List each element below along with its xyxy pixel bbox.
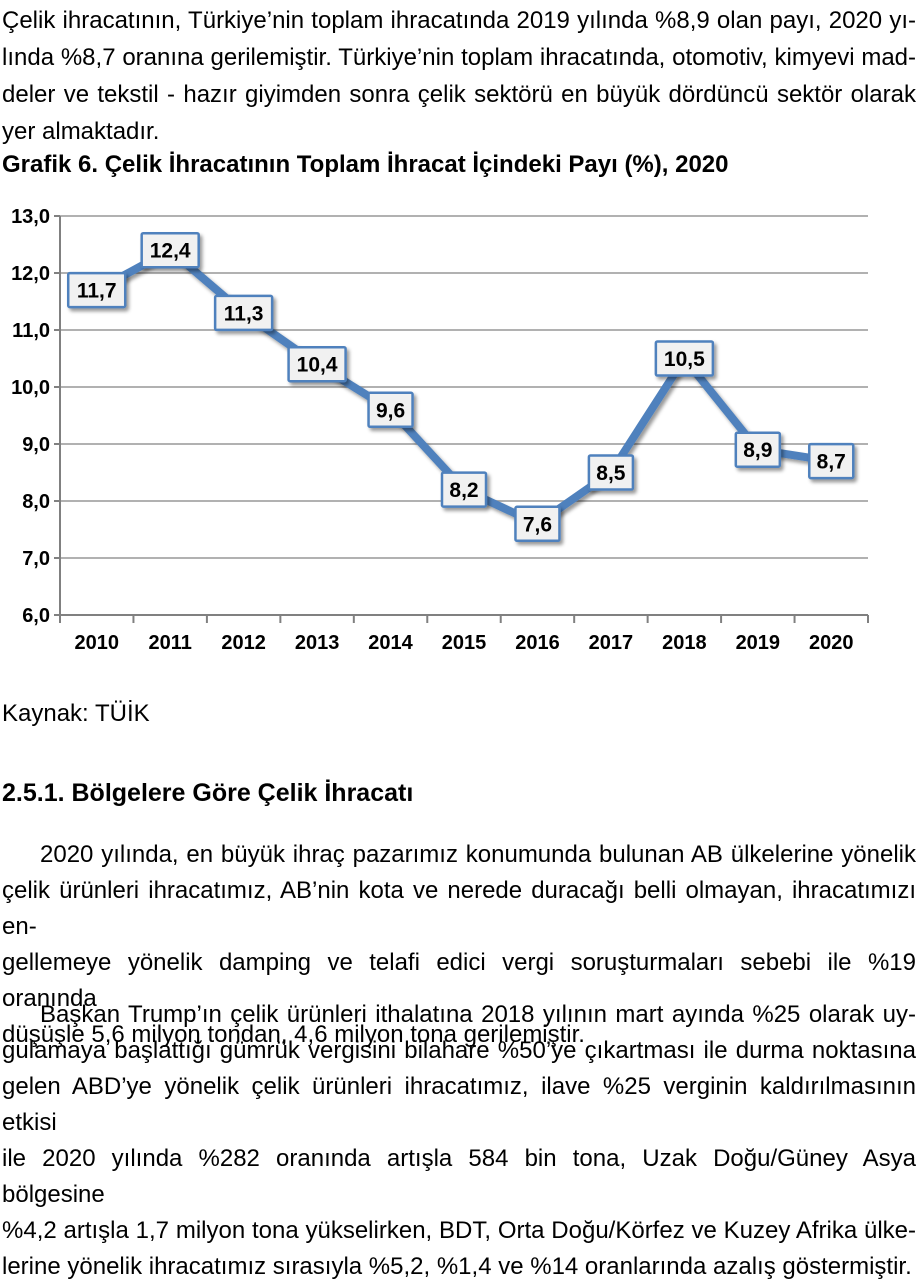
data-label: 8,5 [596, 462, 626, 485]
data-label-box [66, 271, 127, 309]
x-tick-label: 2019 [736, 632, 781, 654]
data-label: 11,3 [224, 302, 264, 325]
data-label: 12,4 [150, 240, 191, 263]
text-line: çelik ürünleri ihracatımız, AB’nin kota … [2, 877, 916, 940]
text-line: %4,2 artışla 1,7 milyon tona yükselirken… [2, 1217, 916, 1244]
share-line-chart: 6,0 7,0 8,0 9,0 10,0 11,0 12,0 13,0 2010 2011 2012… [11, 206, 869, 654]
y-tick-label: 8,0 [22, 491, 50, 513]
body-paragraph-2: Başkan Trump’ın çelik ürünleri ithalatın… [2, 997, 916, 1285]
x-tick-label: 2010 [74, 632, 119, 654]
x-tick-label: 2017 [589, 632, 634, 654]
data-label: 10,5 [664, 348, 705, 371]
data-label-box [654, 340, 715, 377]
x-tick-label: 2014 [368, 632, 413, 654]
intro-paragraph: Çelik ihracatının, Türkiye’nin toplam ih… [2, 2, 916, 150]
x-tick-label: 2013 [295, 632, 340, 654]
source-label: Kaynak: TÜİK [2, 700, 150, 727]
text-line: Çelik ihracatının, Türkiye’nin toplam ih… [2, 7, 916, 34]
y-tick-label: 9,0 [22, 434, 50, 456]
chart-caption: Grafik 6. Çelik İhracatının Toplam İhrac… [2, 151, 729, 178]
data-label-box [440, 471, 488, 508]
data-label: 8,2 [449, 479, 478, 502]
x-tick-label: 2011 [148, 632, 191, 654]
y-tick-label: 10,0 [11, 377, 50, 399]
data-label-box [367, 391, 414, 429]
data-label-box [734, 431, 782, 468]
x-tick-label: 2018 [662, 632, 707, 654]
y-tick-label: 7,0 [22, 548, 50, 570]
text-line: gulamaya başlattığı gümrük vergisini bil… [2, 1037, 916, 1064]
text-line: yer almaktadır. [2, 118, 160, 145]
data-label-box [287, 345, 347, 383]
data-label: 7,6 [523, 513, 552, 536]
section-heading: 2.5.1. Bölgelere Göre Çelik İhracatı [2, 779, 414, 807]
x-tick-label: 2012 [221, 632, 266, 654]
text-line: lerine yönelik ihracatımız sırasıyla %5,… [2, 1253, 912, 1280]
text-line: Başkan Trump’ın çelik ürünleri ithalatın… [40, 1001, 916, 1028]
text-line: gelen ABD’ye yönelik çelik ürünleri ihra… [2, 1073, 916, 1136]
data-label-box [213, 294, 274, 332]
data-label: 8,9 [743, 439, 772, 462]
data-label-box [808, 442, 855, 480]
data-label: 9,6 [376, 399, 405, 422]
text-line: deler ve tekstil - hazır giyimden sonra … [2, 81, 916, 108]
data-label: 10,4 [297, 354, 338, 377]
y-tick-label: 6,0 [22, 605, 50, 627]
text-line: düşüşle 5,6 milyon tondan, 4,6 milyon to… [2, 1021, 585, 1048]
y-tick-label: 12,0 [11, 263, 50, 285]
body-paragraph-1: 2020 yılında, en büyük ihraç pazarımız k… [2, 837, 916, 1053]
data-label-box [514, 505, 561, 543]
data-label-box [587, 454, 635, 491]
x-tick-label: 2015 [442, 632, 487, 654]
x-tick-label: 2016 [515, 632, 560, 654]
data-label: 8,7 [817, 451, 846, 474]
text-line: 2020 yılında, en büyük ihraç pazarımız k… [40, 841, 916, 868]
data-label-box [140, 231, 200, 269]
data-label: 11,7 [77, 280, 117, 303]
text-line: ile 2020 yılında %282 oranında artışla 5… [2, 1145, 916, 1208]
y-tick-label: 13,0 [11, 206, 50, 228]
x-tick-label: 2020 [809, 632, 854, 654]
text-line: lında %8,7 oranına gerilemiştir. Türkiye… [2, 44, 916, 71]
text-line: gellemeye yönelik damping ve telafi edic… [2, 949, 916, 1012]
y-tick-label: 11,0 [12, 320, 50, 342]
